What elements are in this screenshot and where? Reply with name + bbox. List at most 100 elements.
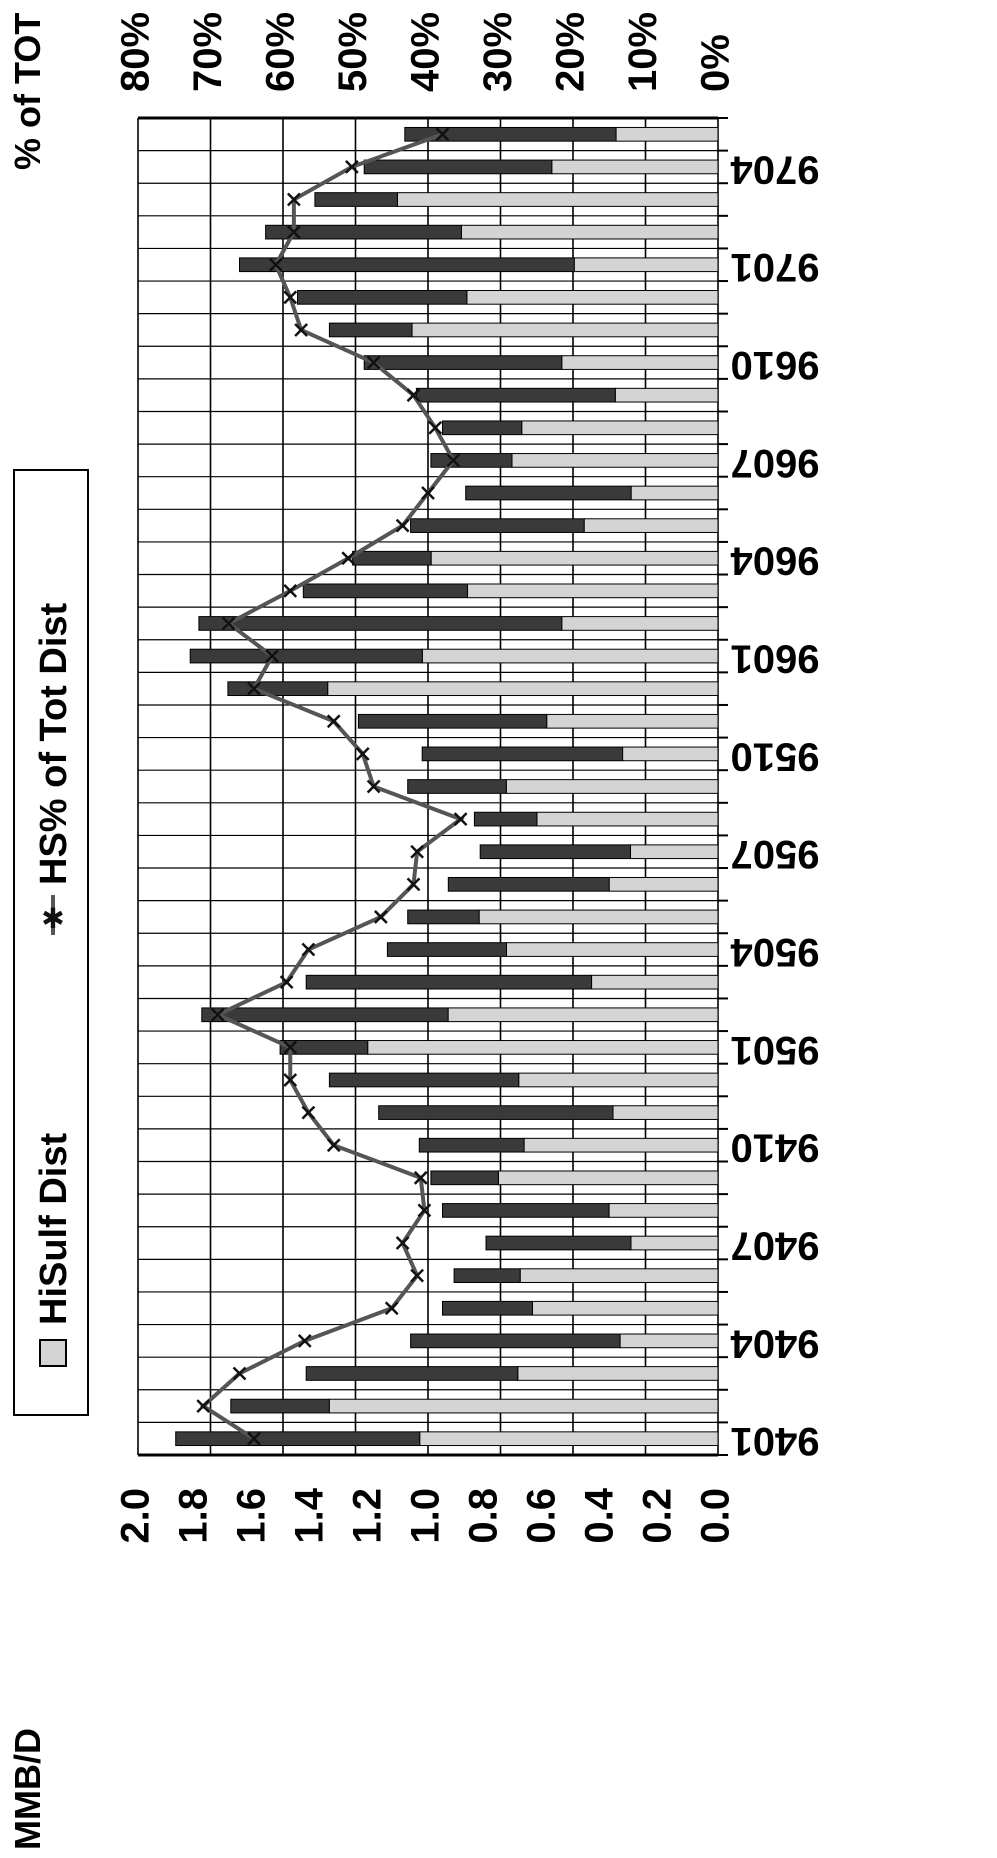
bar-light [420, 1432, 718, 1446]
bar-light [584, 519, 718, 533]
bar-light [328, 682, 718, 696]
bar [431, 454, 512, 468]
y-left-tick-label: 0.6 [520, 1488, 564, 1544]
bar [486, 1236, 631, 1250]
y-right-tick-label: 40% [404, 12, 448, 92]
bar [199, 617, 562, 631]
x-tick-labels: 9401 9404 9407 9410 9501 9504 9507 9510 9601 9604… [730, 147, 820, 1463]
bar [454, 1269, 520, 1283]
bar [358, 714, 546, 728]
legend-line-marker: ✱ [41, 903, 64, 934]
bar [431, 1171, 499, 1185]
bar [228, 682, 328, 696]
y-left-tick-label: 0.4 [578, 1487, 622, 1543]
bar-light [431, 551, 718, 565]
bar [408, 780, 507, 794]
bar-light [592, 975, 718, 989]
bar-light [368, 1041, 718, 1055]
bar-light [609, 1204, 718, 1218]
bar-light [448, 1008, 718, 1022]
bar-light [631, 486, 718, 500]
bar-light [329, 1399, 718, 1413]
bar-light [620, 1334, 718, 1348]
x-tick-label: 9404 [730, 1321, 820, 1365]
bar [353, 551, 432, 565]
bar-light [422, 649, 718, 663]
bar [443, 1301, 533, 1315]
bar [303, 584, 467, 598]
y-left-tick-label: 1.8 [172, 1488, 216, 1544]
bar-light [479, 910, 718, 924]
bar-light [468, 584, 718, 598]
bars [176, 127, 718, 1445]
y-right-tick-label: 0% [694, 34, 738, 92]
x-tick-label: 9610 [731, 343, 820, 387]
x-tick-label: 9504 [730, 930, 820, 974]
y-left-tick-labels: 0.0 0.2 0.4 0.6 0.8 1.0 1.2 1.4 1.6 1.8 2.0 [114, 1487, 738, 1543]
bar-light [562, 356, 718, 370]
bar-light [537, 812, 718, 826]
bar [306, 1367, 518, 1381]
line-point [429, 422, 441, 434]
legend-bar-label: HiSulf Dist [33, 1133, 75, 1325]
bar [231, 1399, 329, 1413]
bar-light [623, 747, 718, 761]
bar-light [518, 1367, 718, 1381]
legend-line-label: HS% of Tot Dist [33, 602, 75, 885]
y-left-tick-label: 1.2 [346, 1488, 390, 1544]
bar [466, 486, 631, 500]
bar [364, 160, 552, 174]
bar [329, 1073, 518, 1087]
bar-light [520, 1269, 718, 1283]
x-tick-label: 9407 [731, 1223, 820, 1267]
bar [474, 812, 537, 826]
bar [416, 388, 615, 402]
x-tick-label: 9704 [730, 147, 820, 191]
bar-light [498, 1171, 718, 1185]
y-right-tick-label: 60% [259, 12, 303, 92]
legend-bar-swatch [40, 1340, 66, 1366]
x-tick-label: 9601 [731, 636, 820, 680]
bar-light [631, 845, 718, 859]
bar-light [506, 780, 718, 794]
line-point [197, 1400, 209, 1412]
y-left-tick-label: 1.4 [288, 1487, 332, 1543]
y-left-tick-label: 0.8 [462, 1488, 506, 1544]
y-right-tick-labels: 0%10%20%30%40%50%60%70%80% [114, 12, 738, 92]
bar [329, 323, 412, 337]
y-left-axis-title: MMB/D [7, 1728, 48, 1850]
bar [190, 649, 422, 663]
y-right-tick-label: 50% [331, 12, 375, 92]
bar-light [532, 1301, 718, 1315]
bar [422, 747, 622, 761]
bar-light [609, 877, 718, 891]
bar [176, 1432, 420, 1446]
y-left-tick-label: 2.0 [114, 1488, 158, 1544]
bar-light [461, 225, 718, 239]
bar-light [631, 1236, 718, 1250]
bar [240, 258, 575, 272]
bar [298, 291, 467, 305]
line-point [302, 1107, 314, 1119]
y-left-tick-label: 0.0 [694, 1488, 738, 1544]
bar-light [412, 323, 718, 337]
bar [419, 1138, 524, 1152]
y-left-tick-label: 0.2 [636, 1488, 680, 1544]
x-tick-label: 9501 [731, 1028, 820, 1072]
bar-light [522, 421, 718, 435]
y-right-tick-label: 80% [114, 12, 158, 92]
bar [315, 193, 398, 207]
bar [443, 1204, 610, 1218]
y-left-tick-label: 1.6 [230, 1488, 274, 1544]
bar-light [547, 714, 718, 728]
y-right-tick-label: 70% [186, 12, 230, 92]
bar [364, 356, 562, 370]
bar-light [467, 291, 718, 305]
x-tick-label: 9510 [731, 734, 820, 778]
y-right-tick-label: 10% [621, 12, 665, 92]
legend: HiSulf Dist ✱ HS% of Tot Dist [14, 470, 88, 1415]
x-tick-label: 9401 [731, 1419, 820, 1463]
bar-light [519, 1073, 718, 1087]
bar [408, 910, 479, 924]
bar [306, 975, 591, 989]
